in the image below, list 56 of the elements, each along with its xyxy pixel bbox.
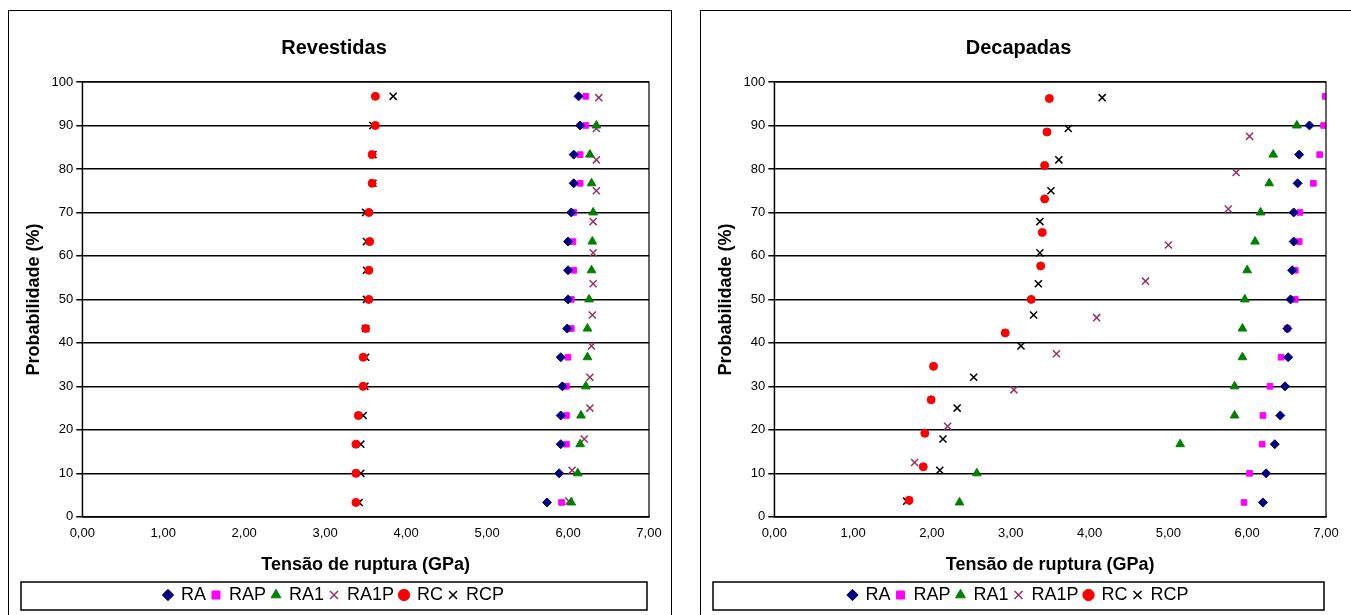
- y-tick-label: 70: [58, 204, 74, 220]
- y-tick-label: 90: [750, 117, 766, 133]
- y-tick-label: 40: [750, 334, 766, 350]
- x-tick-label: 4,00: [1076, 525, 1103, 541]
- y-tick-label: 100: [51, 73, 74, 89]
- y-tick-label: 60: [750, 247, 766, 263]
- y-tick-label: 20: [58, 421, 74, 437]
- y-tick-label: 50: [750, 290, 766, 306]
- x-tick-label: 2,00: [231, 525, 257, 541]
- chart-title: Revestidas: [281, 35, 387, 58]
- x-tick-label: 1,00: [150, 525, 176, 541]
- legend-label: RC: [417, 583, 444, 604]
- legend-label: RAP: [913, 583, 951, 604]
- x-tick-label: 6,00: [555, 525, 581, 541]
- legend-label: RCP: [1150, 583, 1189, 604]
- legend-label: RA: [865, 583, 891, 604]
- x-tick-label: 7,00: [636, 525, 662, 541]
- y-tick-label: 20: [750, 421, 766, 437]
- x-tick-label: 3,00: [998, 525, 1024, 541]
- y-tick-label: 50: [58, 290, 74, 306]
- y-tick-label: 30: [58, 377, 74, 393]
- legend-label: RAP: [228, 583, 266, 604]
- legend-label: RCP: [466, 583, 505, 604]
- x-tick-label: 5,00: [1155, 525, 1182, 541]
- legend-label: RA1P: [1031, 583, 1079, 604]
- y-tick-label: 70: [750, 204, 766, 220]
- x-axis-title: Tensão de ruptura (GPa): [261, 554, 470, 575]
- x-tick-label: 3,00: [312, 525, 338, 541]
- x-tick-label: 6,00: [1234, 525, 1260, 541]
- y-tick-label: 10: [58, 464, 74, 480]
- x-tick-label: 5,00: [474, 525, 500, 541]
- x-axis-title: Tensão de ruptura (GPa): [945, 554, 1155, 575]
- y-tick-label: 40: [58, 334, 74, 350]
- x-tick-label: 4,00: [393, 525, 419, 541]
- y-tick-label: 60: [58, 247, 74, 263]
- x-tick-label: 7,00: [1313, 525, 1339, 541]
- y-tick-label: 30: [750, 377, 766, 393]
- x-tick-label: 0,00: [761, 525, 787, 541]
- legend-label: RA1: [973, 583, 1009, 604]
- x-tick-label: 0,00: [69, 525, 95, 541]
- y-tick-label: 80: [750, 160, 766, 176]
- y-axis-title: Probabilidade (%): [714, 223, 735, 376]
- y-tick-label: 100: [743, 73, 766, 89]
- legend-label: RA1: [288, 583, 324, 604]
- x-tick-label: 1,00: [840, 525, 866, 541]
- y-tick-label: 10: [750, 464, 766, 480]
- legend-label: RA: [180, 583, 206, 604]
- y-tick-label: 0: [758, 508, 766, 524]
- y-axis-title: Probabilidade (%): [22, 223, 43, 376]
- chart-title: Decapadas: [965, 35, 1072, 58]
- x-tick-label: 2,00: [919, 525, 945, 541]
- legend-label: RA1P: [347, 583, 395, 604]
- legend-label: RC: [1101, 583, 1128, 604]
- y-tick-label: 0: [66, 508, 74, 524]
- y-tick-label: 90: [58, 117, 74, 133]
- y-tick-label: 80: [58, 160, 74, 176]
